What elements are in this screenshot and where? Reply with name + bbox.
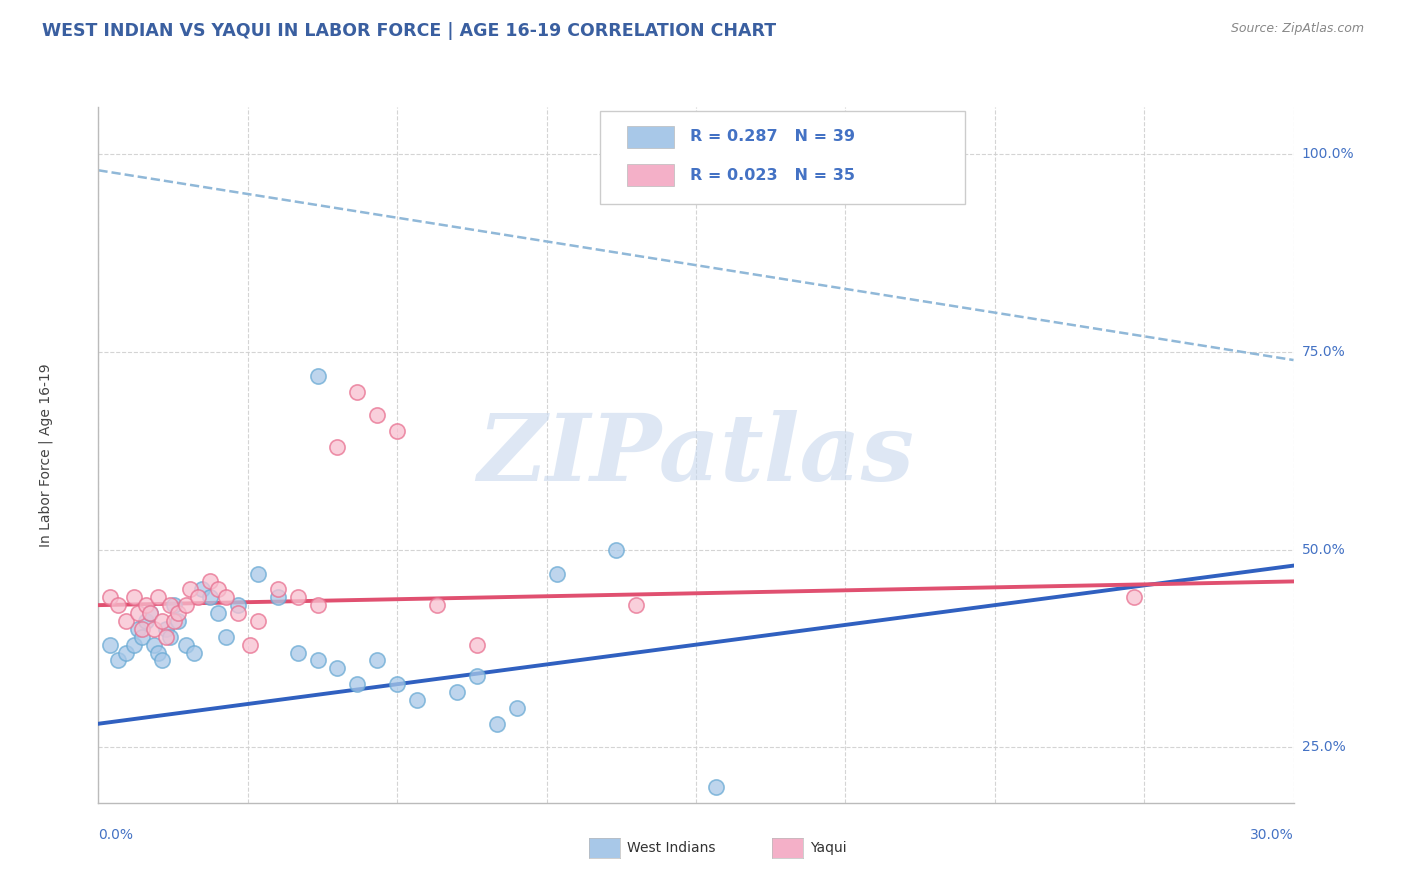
Point xyxy=(287,646,309,660)
Point xyxy=(124,591,146,605)
Point xyxy=(346,677,368,691)
Point xyxy=(307,653,329,667)
Point xyxy=(131,622,153,636)
Point xyxy=(207,582,229,597)
Point xyxy=(1123,591,1146,605)
Point xyxy=(179,582,201,597)
Text: 30.0%: 30.0% xyxy=(1250,828,1294,842)
Text: WEST INDIAN VS YAQUI IN LABOR FORCE | AGE 16-19 CORRELATION CHART: WEST INDIAN VS YAQUI IN LABOR FORCE | AG… xyxy=(42,22,776,40)
Point xyxy=(465,638,488,652)
Point xyxy=(385,424,409,438)
Point xyxy=(163,598,186,612)
Text: Source: ZipAtlas.com: Source: ZipAtlas.com xyxy=(1230,22,1364,36)
Point xyxy=(150,614,173,628)
Point xyxy=(148,646,170,660)
Point xyxy=(215,591,238,605)
Point xyxy=(326,440,349,454)
Point xyxy=(191,582,214,597)
Point xyxy=(198,574,221,589)
Point xyxy=(326,661,349,675)
Point xyxy=(187,591,209,605)
FancyBboxPatch shape xyxy=(600,111,965,204)
Point xyxy=(366,653,388,667)
Point xyxy=(98,591,122,605)
Point xyxy=(704,780,727,794)
Point xyxy=(307,368,329,383)
Point xyxy=(385,677,409,691)
Point xyxy=(246,614,269,628)
Point xyxy=(198,591,221,605)
Point xyxy=(406,693,429,707)
Point xyxy=(226,606,249,620)
Point xyxy=(366,409,388,423)
Bar xyxy=(627,126,675,148)
Text: ZIPatlas: ZIPatlas xyxy=(478,410,914,500)
Point xyxy=(307,598,329,612)
Point xyxy=(159,598,181,612)
Point xyxy=(139,606,162,620)
Point xyxy=(287,591,309,605)
Text: 100.0%: 100.0% xyxy=(1302,147,1354,161)
Point xyxy=(163,614,186,628)
Point xyxy=(124,638,146,652)
Text: 25.0%: 25.0% xyxy=(1302,740,1346,755)
Point xyxy=(143,638,166,652)
Point xyxy=(465,669,488,683)
Point xyxy=(426,598,449,612)
Point xyxy=(127,622,149,636)
Point xyxy=(98,638,122,652)
Point xyxy=(131,630,153,644)
Point xyxy=(446,685,468,699)
Text: 50.0%: 50.0% xyxy=(1302,543,1346,557)
Point xyxy=(174,598,197,612)
Point xyxy=(127,606,149,620)
Point xyxy=(215,630,238,644)
Point xyxy=(485,716,508,731)
Text: R = 0.023   N = 35: R = 0.023 N = 35 xyxy=(690,168,855,183)
Point xyxy=(167,614,190,628)
Text: 75.0%: 75.0% xyxy=(1302,345,1346,359)
Point xyxy=(506,701,529,715)
Point xyxy=(183,646,205,660)
Text: West Indians: West Indians xyxy=(627,841,716,855)
Point xyxy=(246,566,269,581)
Text: R = 0.287   N = 39: R = 0.287 N = 39 xyxy=(690,129,855,145)
Point xyxy=(135,598,157,612)
Point xyxy=(107,598,129,612)
Point xyxy=(159,630,181,644)
Point xyxy=(155,630,177,644)
Point xyxy=(155,622,177,636)
Point xyxy=(143,622,166,636)
Point xyxy=(605,542,627,557)
Point xyxy=(239,638,262,652)
Point xyxy=(267,591,290,605)
Point xyxy=(115,646,138,660)
Point xyxy=(139,606,162,620)
Point xyxy=(624,598,647,612)
Point xyxy=(135,614,157,628)
Point xyxy=(167,606,190,620)
Point xyxy=(148,591,170,605)
Point xyxy=(546,566,568,581)
Point xyxy=(115,614,138,628)
Point xyxy=(207,606,229,620)
Point xyxy=(267,582,290,597)
Text: 0.0%: 0.0% xyxy=(98,828,134,842)
Point xyxy=(107,653,129,667)
Text: Yaqui: Yaqui xyxy=(810,841,846,855)
Point xyxy=(174,638,197,652)
Text: In Labor Force | Age 16-19: In Labor Force | Age 16-19 xyxy=(38,363,53,547)
Bar xyxy=(627,164,675,186)
Point xyxy=(150,653,173,667)
Point xyxy=(346,384,368,399)
Point xyxy=(226,598,249,612)
